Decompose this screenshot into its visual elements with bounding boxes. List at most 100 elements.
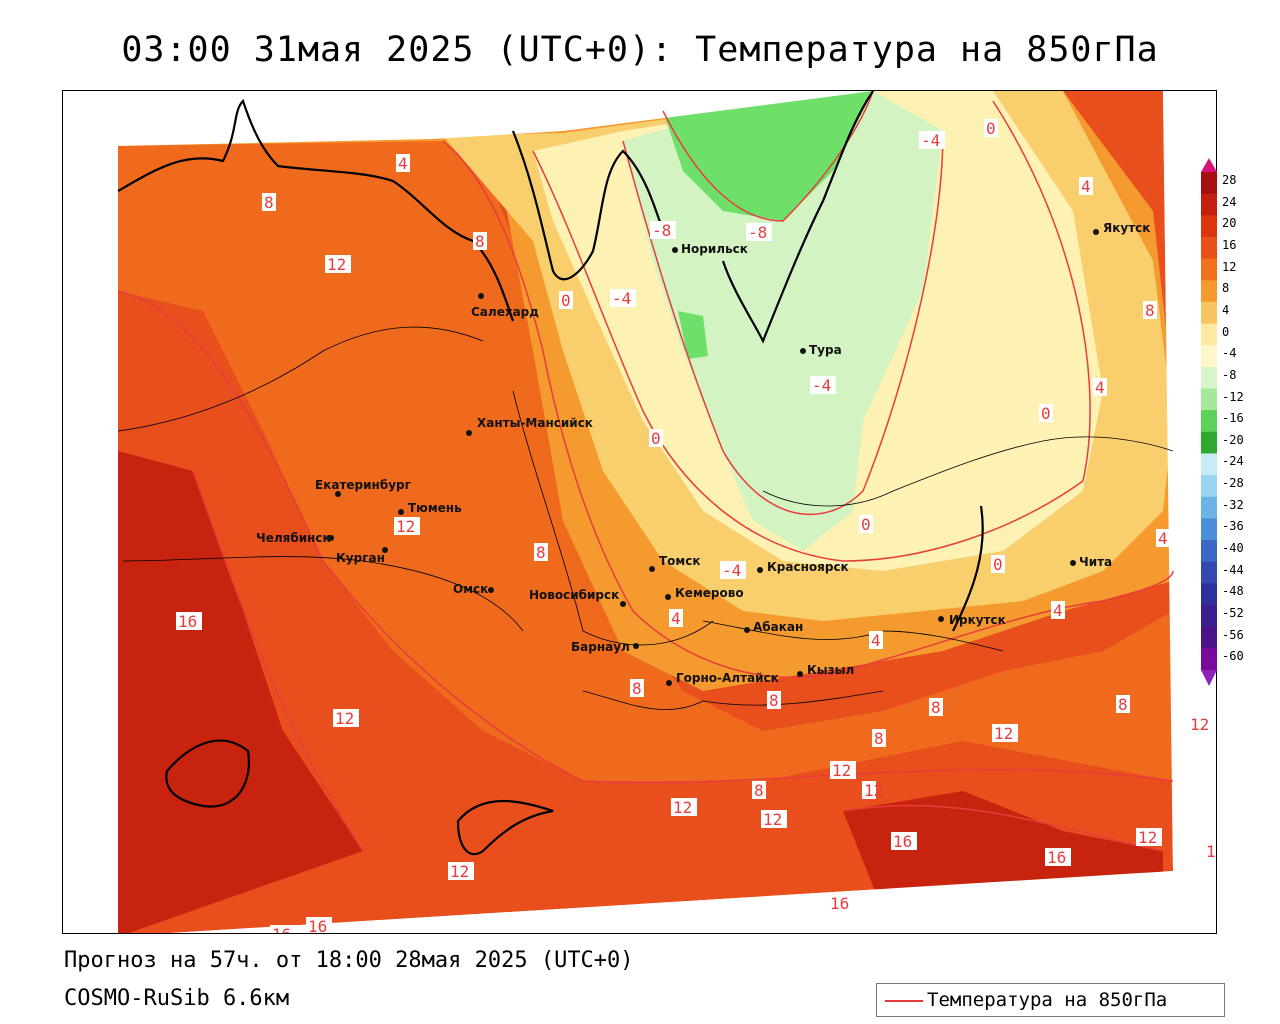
svg-text:0: 0 bbox=[1041, 404, 1051, 423]
scale-tick-label: -44 bbox=[1222, 562, 1244, 577]
city-tyumen[interactable]: Тюмень bbox=[398, 501, 462, 515]
forecast-info: Прогноз на 57ч. от 18:00 28мая 2025 (UTC… bbox=[64, 948, 634, 973]
scale-tick-label: 24 bbox=[1222, 194, 1237, 209]
contour-label: 16 bbox=[306, 917, 332, 934]
svg-text:Томск: Томск bbox=[659, 554, 701, 568]
contour-label: 8 bbox=[262, 193, 276, 212]
svg-text:Омск: Омск bbox=[453, 582, 488, 596]
city-khanty-mansiysk[interactable]: Ханты-Мансийск bbox=[466, 416, 593, 436]
svg-text:4: 4 bbox=[871, 631, 881, 650]
scale-swatch bbox=[1201, 301, 1217, 325]
svg-text:12: 12 bbox=[673, 798, 692, 817]
contour-label: 8 bbox=[534, 543, 548, 562]
temperature-map[interactable]: Норильск Салехард Тура Якутск Ханты-Манс… bbox=[62, 90, 1217, 934]
svg-text:4: 4 bbox=[671, 609, 681, 628]
city-chelyabinsk[interactable]: Челябинск bbox=[256, 531, 334, 545]
city-norilsk[interactable]: Норильск bbox=[672, 242, 748, 256]
city-irkutsk[interactable]: Иркутск bbox=[938, 613, 1006, 627]
svg-text:0: 0 bbox=[651, 429, 661, 448]
contour-label: 8 bbox=[929, 698, 943, 717]
contour-label: 8 bbox=[752, 781, 766, 800]
svg-text:8: 8 bbox=[931, 698, 941, 717]
city-tura[interactable]: Тура bbox=[800, 343, 842, 357]
svg-text:Кемерово: Кемерово bbox=[675, 586, 744, 600]
contour-label: 12 bbox=[862, 781, 883, 800]
scale-swatch bbox=[1201, 366, 1217, 390]
legend: Температура на 850гПа bbox=[876, 983, 1225, 1017]
contour-label: 8 bbox=[872, 729, 886, 748]
scale-tick-label: 4 bbox=[1222, 302, 1230, 317]
contour-label: 16 bbox=[270, 925, 296, 934]
contour-label: 0 bbox=[984, 119, 998, 138]
contour-label: 16 bbox=[891, 832, 917, 851]
admin-borders bbox=[117, 326, 1174, 710]
contour-label: 12 bbox=[325, 255, 351, 274]
city-barnaul[interactable]: Барнаул bbox=[571, 640, 639, 654]
svg-text:4: 4 bbox=[1081, 177, 1091, 196]
scale-tick-label: -16 bbox=[1222, 411, 1244, 426]
scale-tick-label: 8 bbox=[1222, 281, 1230, 296]
scale-swatch bbox=[1201, 496, 1217, 519]
contour-label: 12 bbox=[333, 709, 359, 728]
svg-text:-4: -4 bbox=[921, 131, 940, 150]
svg-text:0: 0 bbox=[561, 291, 571, 310]
contour-label: 4 bbox=[1079, 177, 1093, 196]
contour-label: 0 bbox=[991, 555, 1005, 574]
svg-text:12: 12 bbox=[327, 255, 346, 274]
contour-label: 16 bbox=[1045, 848, 1071, 867]
color-scale bbox=[1201, 158, 1217, 686]
svg-text:Чита: Чита bbox=[1079, 555, 1112, 569]
scale-swatch bbox=[1201, 626, 1217, 649]
svg-text:Горно-Алтайск: Горно-Алтайск bbox=[676, 671, 779, 685]
svg-text:16: 16 bbox=[272, 925, 291, 934]
contour-label: 8 bbox=[767, 691, 781, 710]
city-abakan[interactable]: Абакан bbox=[744, 620, 803, 634]
svg-text:12: 12 bbox=[450, 862, 469, 881]
scale-swatch bbox=[1201, 453, 1217, 476]
city-yakutsk[interactable]: Якутск bbox=[1093, 221, 1150, 235]
svg-text:16: 16 bbox=[830, 894, 849, 913]
scale-swatch bbox=[1201, 540, 1217, 563]
svg-text:16: 16 bbox=[308, 917, 327, 934]
city-omsk[interactable]: Омск bbox=[453, 582, 494, 596]
city-gorno-altaysk[interactable]: Горно-Алтайск bbox=[666, 671, 779, 686]
svg-text:-4: -4 bbox=[612, 289, 631, 308]
city-kurgan[interactable]: Курган bbox=[336, 547, 388, 565]
contour-label: 4 bbox=[1156, 529, 1170, 548]
contour-label: -8 bbox=[746, 223, 772, 242]
svg-text:Новосибирск: Новосибирск bbox=[529, 588, 619, 602]
city-chita[interactable]: Чита bbox=[1070, 555, 1112, 569]
city-krasnoyarsk[interactable]: Красноярск bbox=[757, 560, 849, 574]
city-kemerovo[interactable]: Кемерово bbox=[665, 586, 744, 600]
contour-label: -4 bbox=[610, 289, 636, 308]
svg-text:Красноярск: Красноярск bbox=[767, 560, 849, 574]
contour-label: 8 bbox=[473, 232, 487, 251]
scale-swatch bbox=[1201, 236, 1217, 260]
svg-text:16: 16 bbox=[1047, 848, 1066, 867]
contour-label: 12 bbox=[671, 798, 697, 817]
city-kyzyl[interactable]: Кызыл bbox=[797, 663, 854, 677]
svg-text:Курган: Курган bbox=[336, 551, 385, 565]
scale-swatch bbox=[1201, 388, 1217, 411]
contour-label: 12 bbox=[1136, 828, 1162, 847]
city-salekhard[interactable]: Салехард bbox=[471, 293, 539, 319]
svg-text:4: 4 bbox=[1158, 529, 1168, 548]
svg-text:12: 12 bbox=[396, 517, 415, 536]
city-yekaterinburg[interactable]: Екатеринбург bbox=[315, 478, 411, 497]
svg-text:0: 0 bbox=[993, 555, 1003, 574]
contour-label: 12 bbox=[448, 862, 474, 881]
contour-label: 8 bbox=[1116, 695, 1130, 714]
city-novosibirsk[interactable]: Новосибирск bbox=[529, 588, 626, 607]
contour-label: 0 bbox=[1039, 404, 1053, 423]
scale-tick-label: -52 bbox=[1222, 606, 1244, 621]
scale-tick-label: 12 bbox=[1222, 259, 1237, 274]
scale-swatch bbox=[1201, 345, 1217, 368]
contour-label: 12 bbox=[992, 724, 1018, 743]
city-tomsk[interactable]: Томск bbox=[649, 554, 701, 572]
svg-text:Абакан: Абакан bbox=[753, 620, 803, 634]
scale-swatch bbox=[1201, 431, 1217, 454]
scale-tick-label: -48 bbox=[1222, 584, 1244, 599]
svg-text:8: 8 bbox=[754, 781, 764, 800]
contour-label: 12 bbox=[761, 810, 787, 829]
scale-tick-label: -12 bbox=[1222, 389, 1244, 404]
